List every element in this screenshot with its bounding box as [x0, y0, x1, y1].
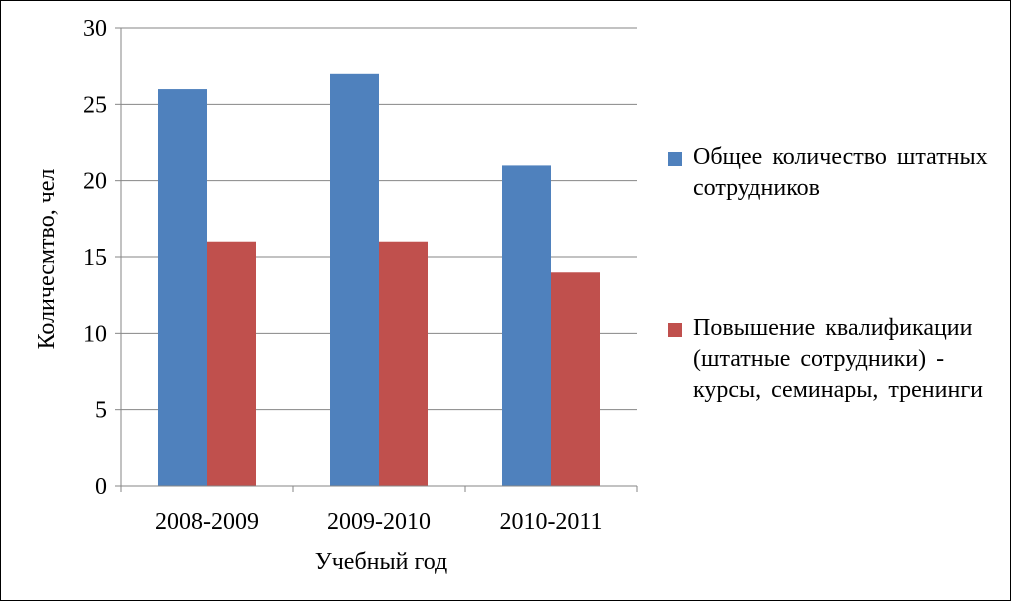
bar-series-1-2008-2009 [158, 89, 207, 487]
y-tick-label: 25 [83, 92, 107, 118]
bars [158, 73, 600, 487]
bar-series-2-2009-2010 [379, 241, 428, 486]
x-axis-title: Учебный год [315, 549, 448, 575]
legend-item-series-2: Повышение квалификации (штатные сотрудни… [668, 313, 998, 406]
x-tick-labels: 2008-2009 2009-2010 2010-2011 [155, 509, 603, 535]
y-tick-labels: 0 5 10 15 20 25 30 [83, 16, 107, 500]
y-tick-label: 20 [83, 169, 107, 195]
legend-label-series-2: Повышение квалификации (штатные сотрудни… [693, 315, 983, 403]
x-tick-label: 2009-2010 [327, 509, 431, 535]
y-tick-label: 15 [83, 245, 107, 271]
axes [115, 27, 638, 492]
y-tick-label: 30 [83, 16, 107, 42]
y-tick-label: 10 [83, 321, 107, 347]
x-tick-label: 2008-2009 [155, 509, 259, 535]
bar-series-2-2010-2011 [551, 272, 600, 486]
bar-series-1-2010-2011 [502, 165, 551, 486]
legend-item-series-1: Общее количество штатных сотрудников [668, 142, 998, 204]
bar-series-2-2008-2009 [207, 241, 256, 486]
legend-swatch-series-1 [668, 152, 682, 166]
legend-label-series-1: Общее количество штатных сотрудников [693, 144, 988, 201]
bar-series-1-2009-2010 [330, 73, 379, 487]
x-tick-label: 2010-2011 [499, 509, 602, 535]
legend-swatch-series-2 [668, 323, 682, 337]
y-tick-label: 5 [95, 398, 107, 424]
y-tick-label: 0 [95, 474, 107, 500]
y-axis-title: Количесмтво, чел [34, 169, 60, 350]
